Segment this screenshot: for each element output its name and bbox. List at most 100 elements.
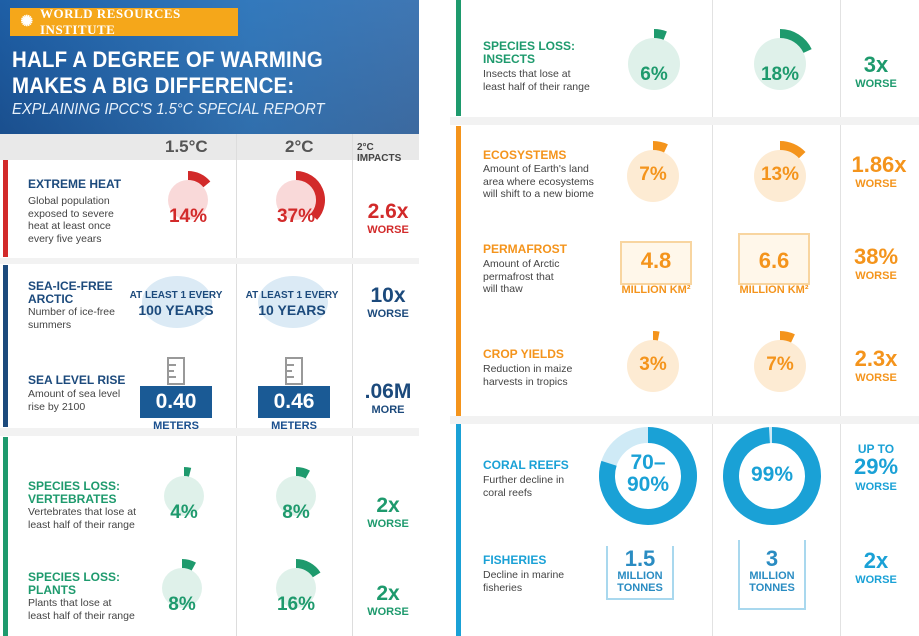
sea-2-value: 0.46 <box>258 386 330 418</box>
plants-2-dial <box>276 559 321 608</box>
dial-progress-arc <box>295 467 310 479</box>
arctic-desc: Number of ice-free summers <box>28 306 115 331</box>
vert-impact-label: WORSE <box>367 518 409 530</box>
insects-impact-value: 3x <box>863 52 889 77</box>
right-panel: SPECIES LOSS: INSECTS Insects that lose a… <box>450 0 919 636</box>
eco-1-5-dial <box>627 141 679 202</box>
sea-impact-value: .06M <box>364 380 412 403</box>
eco-2-dial <box>754 141 806 202</box>
perma-2-value: 6.6 <box>758 248 790 273</box>
dial-progress-arc <box>181 559 196 571</box>
vert-1-5-value: 4% <box>170 502 198 523</box>
vert-title: SPECIES LOSS: VERTEBRATES <box>28 479 121 506</box>
arctic-2-value: AT LEAST 1 EVERY 10 YEARS <box>245 290 339 318</box>
crop-title: CROP YIELDS <box>483 347 564 361</box>
insects-impact-label: WORSE <box>855 78 897 90</box>
vert-2-value: 8% <box>282 502 310 523</box>
heat-desc: Global population exposed to severe heat a… <box>28 195 114 245</box>
perma-2-box <box>738 233 810 285</box>
coral-title: CORAL REEFS <box>483 458 569 472</box>
heat-impact-label: WORSE <box>367 224 409 236</box>
sea-2-unit: METERS <box>271 420 317 432</box>
sea-title: SEA LEVEL RISE <box>28 373 126 387</box>
heat-1-5-value: 14% <box>168 206 208 227</box>
dial-progress-arc <box>187 171 211 188</box>
ruler-icon <box>167 357 185 385</box>
section-gap <box>0 258 419 264</box>
column-divider <box>236 134 237 636</box>
crop-impact-value: 2.3x <box>854 346 898 371</box>
dial-progress-arc <box>779 29 812 54</box>
eco-1-5-value: 7% <box>639 164 667 185</box>
crop-desc: Reduction in maize harvests in tropics <box>483 363 573 388</box>
eco-desc: Amount of Earth's land area where ecosyst… <box>483 163 594 200</box>
dial-progress-arc <box>652 331 660 341</box>
dial-background <box>627 150 679 202</box>
insects-2-dial <box>754 29 812 90</box>
vert-1-5-dial <box>164 467 204 516</box>
fish-1-5-container <box>606 546 674 600</box>
title-line-2: MAKES A BIG DIFFERENCE: <box>12 73 295 98</box>
insects-1-5-value: 6% <box>640 64 668 85</box>
heat-title: EXTREME HEAT <box>28 177 122 191</box>
arctic-impact-label: WORSE <box>367 308 409 320</box>
arctic-title: SEA-ICE-FREE ARCTIC <box>28 279 113 306</box>
perma-2-unit: MILLION KM² <box>739 284 809 296</box>
dial-progress-arc <box>653 29 667 40</box>
crop-2-value: 7% <box>766 354 794 375</box>
perma-title: PERMAFROST <box>483 242 567 256</box>
sea-desc: Amount of sea level rise by 2100 <box>28 388 121 413</box>
ocean-section-bar <box>3 265 8 427</box>
eco-impact-value: 1.86x <box>851 152 907 177</box>
coral-impact-value: 29% <box>853 454 899 479</box>
plants-1-5-value: 8% <box>168 594 196 615</box>
plants-1-5-dial <box>162 559 202 608</box>
coral-desc: Further decline in coral reefs <box>483 474 565 499</box>
column-divider <box>840 0 841 636</box>
section-gap <box>0 428 419 436</box>
arctic-1-5-value: AT LEAST 1 EVERY 100 YEARS <box>129 290 223 318</box>
dial-background <box>276 568 316 608</box>
org-name: WORLD RESOURCES INSTITUTE <box>40 6 181 37</box>
ruler-icon <box>285 357 303 385</box>
plants-impact-value: 2x <box>376 582 400 605</box>
arctic-1-5-bubble <box>142 276 212 328</box>
dial-background <box>754 150 806 202</box>
dial-background <box>168 180 208 220</box>
vert-impact-value: 2x <box>376 494 400 517</box>
section-gap <box>450 117 919 125</box>
marine-section-bar <box>456 424 461 636</box>
vert-desc: Vertebrates that lose at least half of th… <box>28 506 136 531</box>
dial-progress-arc <box>723 427 821 525</box>
dial-background <box>628 38 680 90</box>
plants-impact-label: WORSE <box>367 606 409 618</box>
eco-impact-label: WORSE <box>855 178 897 190</box>
dial-progress-arc <box>183 467 192 477</box>
perma-1-5-unit: MILLION KM² <box>621 284 691 296</box>
perma-impact-label: WORSE <box>855 270 897 282</box>
perma-impact-value: 38% <box>853 244 899 269</box>
heat-2-dial <box>276 171 325 220</box>
dial-progress-arc <box>599 427 697 525</box>
coral-2-value: 99% <box>750 463 794 486</box>
fish-desc: Decline in marine fisheries <box>483 569 565 594</box>
dial-progress-arc <box>779 331 795 343</box>
dial-background <box>162 568 202 608</box>
coral-impact-prefix: UP TO <box>857 442 895 456</box>
col-header-2: 2°C <box>285 137 314 156</box>
fish-2-value: 3 MILLION TONNES <box>749 546 795 595</box>
column-header-bar: 1.5°C 2°C 2°C IMPACTS <box>0 134 419 164</box>
dial-background <box>627 340 679 392</box>
insects-section-bar <box>456 0 461 116</box>
crop-2-dial <box>754 331 806 392</box>
wri-banner: ✺ WORLD RESOURCES INSTITUTE <box>10 6 238 37</box>
crop-1-5-dial <box>627 331 679 392</box>
fish-impact-value: 2x <box>863 548 889 573</box>
heat-2-value: 37% <box>276 206 316 227</box>
land-section-bar <box>456 126 461 416</box>
col-header-impacts: 2°C IMPACTS <box>357 142 402 164</box>
coral-1-5-dial <box>599 427 697 525</box>
heat-1-5-dial <box>168 171 211 220</box>
dial-progress-arc <box>652 141 668 153</box>
title-line-1: HALF A DEGREE OF WARMING <box>12 47 323 72</box>
